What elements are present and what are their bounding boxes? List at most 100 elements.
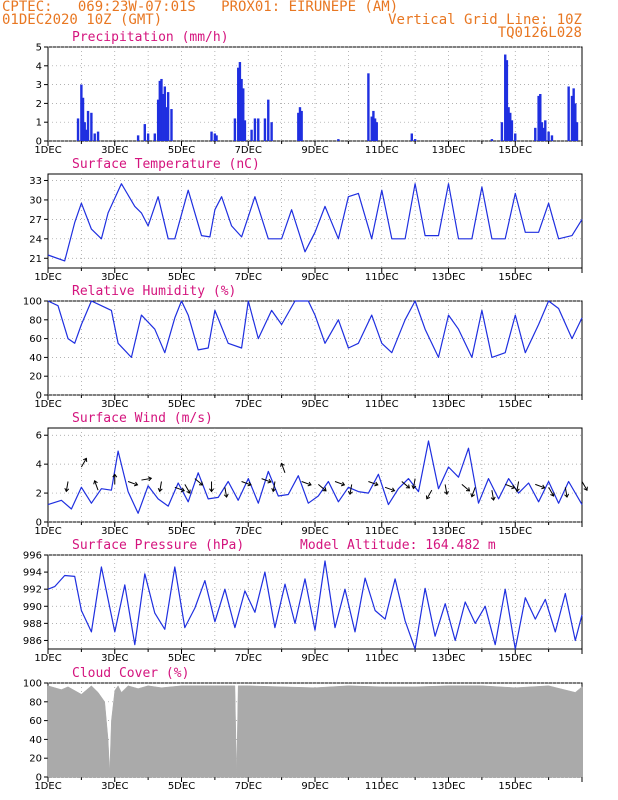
x-tick-label: 7DEC bbox=[235, 145, 262, 156]
y-tick-label: 80 bbox=[29, 697, 42, 708]
x-tick-label: 3DEC bbox=[101, 399, 128, 410]
rh-series-line bbox=[47, 300, 583, 358]
wind-vector-head bbox=[180, 487, 185, 493]
y-tick-label: 100 bbox=[23, 679, 42, 690]
panel-title: Surface Pressure (hPa) bbox=[72, 538, 244, 553]
x-tick-label: 3DEC bbox=[101, 781, 128, 792]
panel-title: Surface Temperature (nC) bbox=[72, 157, 260, 172]
precip-bar bbox=[575, 122, 579, 141]
precip-bar bbox=[257, 118, 260, 141]
precip-bar bbox=[146, 133, 150, 141]
wind-vector-head bbox=[307, 481, 312, 487]
wind-vector-shaft bbox=[471, 487, 476, 497]
precip-bar bbox=[80, 84, 83, 141]
y-tick-label: 994 bbox=[23, 568, 42, 579]
x-tick-label: 9DEC bbox=[301, 399, 328, 410]
x-tick-label: 5DEC bbox=[168, 781, 195, 792]
x-tick-label: 7DEC bbox=[235, 526, 262, 537]
wind-vector-shaft bbox=[461, 484, 470, 492]
header-line3-right: TQ0126L028 bbox=[497, 25, 582, 41]
wind-vector-head bbox=[223, 493, 229, 498]
x-tick-label: 13DEC bbox=[432, 272, 466, 283]
precip-bar bbox=[165, 107, 168, 141]
y-tick-label: 24 bbox=[29, 234, 42, 245]
wind-vector-shaft bbox=[65, 481, 69, 492]
y-tick-label: 20 bbox=[29, 372, 42, 383]
wind-vector-shaft bbox=[224, 487, 228, 498]
wind-vector-head bbox=[511, 484, 516, 490]
wind-vector-shaft bbox=[159, 481, 162, 492]
wind-vector-head bbox=[157, 487, 163, 493]
y-tick-label: 986 bbox=[23, 636, 42, 647]
panel-frame bbox=[47, 427, 583, 523]
precip-bar bbox=[550, 135, 554, 141]
precip-bar bbox=[534, 127, 537, 141]
precip-bar bbox=[373, 118, 377, 141]
precip-bar bbox=[507, 107, 510, 141]
header-line1: CPTEC: 069:23W-07:01S PROX01: EIRUNEPE (… bbox=[2, 0, 399, 15]
wind-vector-shaft bbox=[384, 486, 395, 492]
wind-vector-head bbox=[82, 457, 88, 462]
wind-vector-shaft bbox=[301, 481, 312, 486]
wind-vector-shaft bbox=[318, 484, 327, 492]
wind-vector-shaft bbox=[426, 489, 433, 500]
precip-bar bbox=[253, 118, 257, 141]
precip-bar bbox=[500, 122, 504, 141]
precip-bar bbox=[337, 139, 340, 141]
x-tick-label: 7DEC bbox=[235, 781, 262, 792]
precip-bar bbox=[570, 95, 574, 141]
precip-bar bbox=[297, 112, 300, 141]
wind-vector-shaft bbox=[194, 478, 203, 486]
x-tick-label: 11DEC bbox=[365, 781, 399, 792]
wind-vector-head bbox=[64, 487, 70, 493]
panel-pres bbox=[44, 554, 583, 654]
precip-bar bbox=[136, 135, 140, 141]
wind-vector-head bbox=[405, 484, 411, 489]
wind-vector-shaft bbox=[127, 481, 138, 486]
wind-vector-head bbox=[147, 476, 153, 482]
wind-vector-shaft bbox=[80, 458, 87, 468]
x-tick-label: 7DEC bbox=[235, 272, 262, 283]
precip-bar bbox=[237, 67, 240, 141]
wind-vector-head bbox=[470, 493, 475, 498]
wind-vector-head bbox=[93, 480, 98, 485]
precip-bar bbox=[96, 131, 100, 141]
x-tick-label: 7DEC bbox=[235, 399, 262, 410]
x-tick-label: 9DEC bbox=[301, 272, 328, 283]
precip-bar bbox=[160, 78, 163, 141]
x-tick-label: 3DEC bbox=[101, 653, 128, 664]
y-tick-label: 2 bbox=[36, 489, 42, 500]
y-tick-label: 3 bbox=[36, 80, 42, 91]
precip-bar bbox=[270, 122, 273, 141]
precip-bar bbox=[83, 122, 86, 141]
wind-vector-head bbox=[390, 487, 396, 493]
precip-bar bbox=[166, 92, 170, 141]
x-tick-label: 15DEC bbox=[498, 399, 532, 410]
precip-bar bbox=[413, 139, 417, 141]
wind-vector-shaft bbox=[349, 484, 353, 495]
wind-vector-head bbox=[340, 481, 346, 487]
precip-bar bbox=[267, 99, 270, 141]
wind-vector-head bbox=[347, 490, 353, 496]
wind-vector-head bbox=[374, 481, 379, 487]
precip-bar bbox=[547, 131, 550, 141]
precip-bar bbox=[574, 103, 577, 141]
precip-bar bbox=[367, 73, 370, 141]
precip-bar bbox=[93, 133, 96, 141]
x-tick-label: 1DEC bbox=[34, 272, 61, 283]
y-tick-label: 40 bbox=[29, 735, 42, 746]
wind-vector-head bbox=[267, 478, 272, 484]
panel-subtitle: Model Altitude: 164.482 m bbox=[300, 538, 496, 553]
y-tick-label: 988 bbox=[23, 619, 42, 630]
panel-wind bbox=[44, 427, 588, 527]
precip-bar bbox=[537, 95, 540, 141]
x-tick-label: 1DEC bbox=[34, 781, 61, 792]
precip-bar bbox=[163, 86, 167, 141]
wind-vector-head bbox=[411, 485, 417, 490]
x-tick-label: 15DEC bbox=[498, 272, 532, 283]
wind-vector-shaft bbox=[94, 480, 99, 491]
wind-vector-head bbox=[583, 486, 588, 491]
wind-vector-shaft bbox=[261, 478, 272, 483]
wind-vector-head bbox=[490, 496, 496, 501]
